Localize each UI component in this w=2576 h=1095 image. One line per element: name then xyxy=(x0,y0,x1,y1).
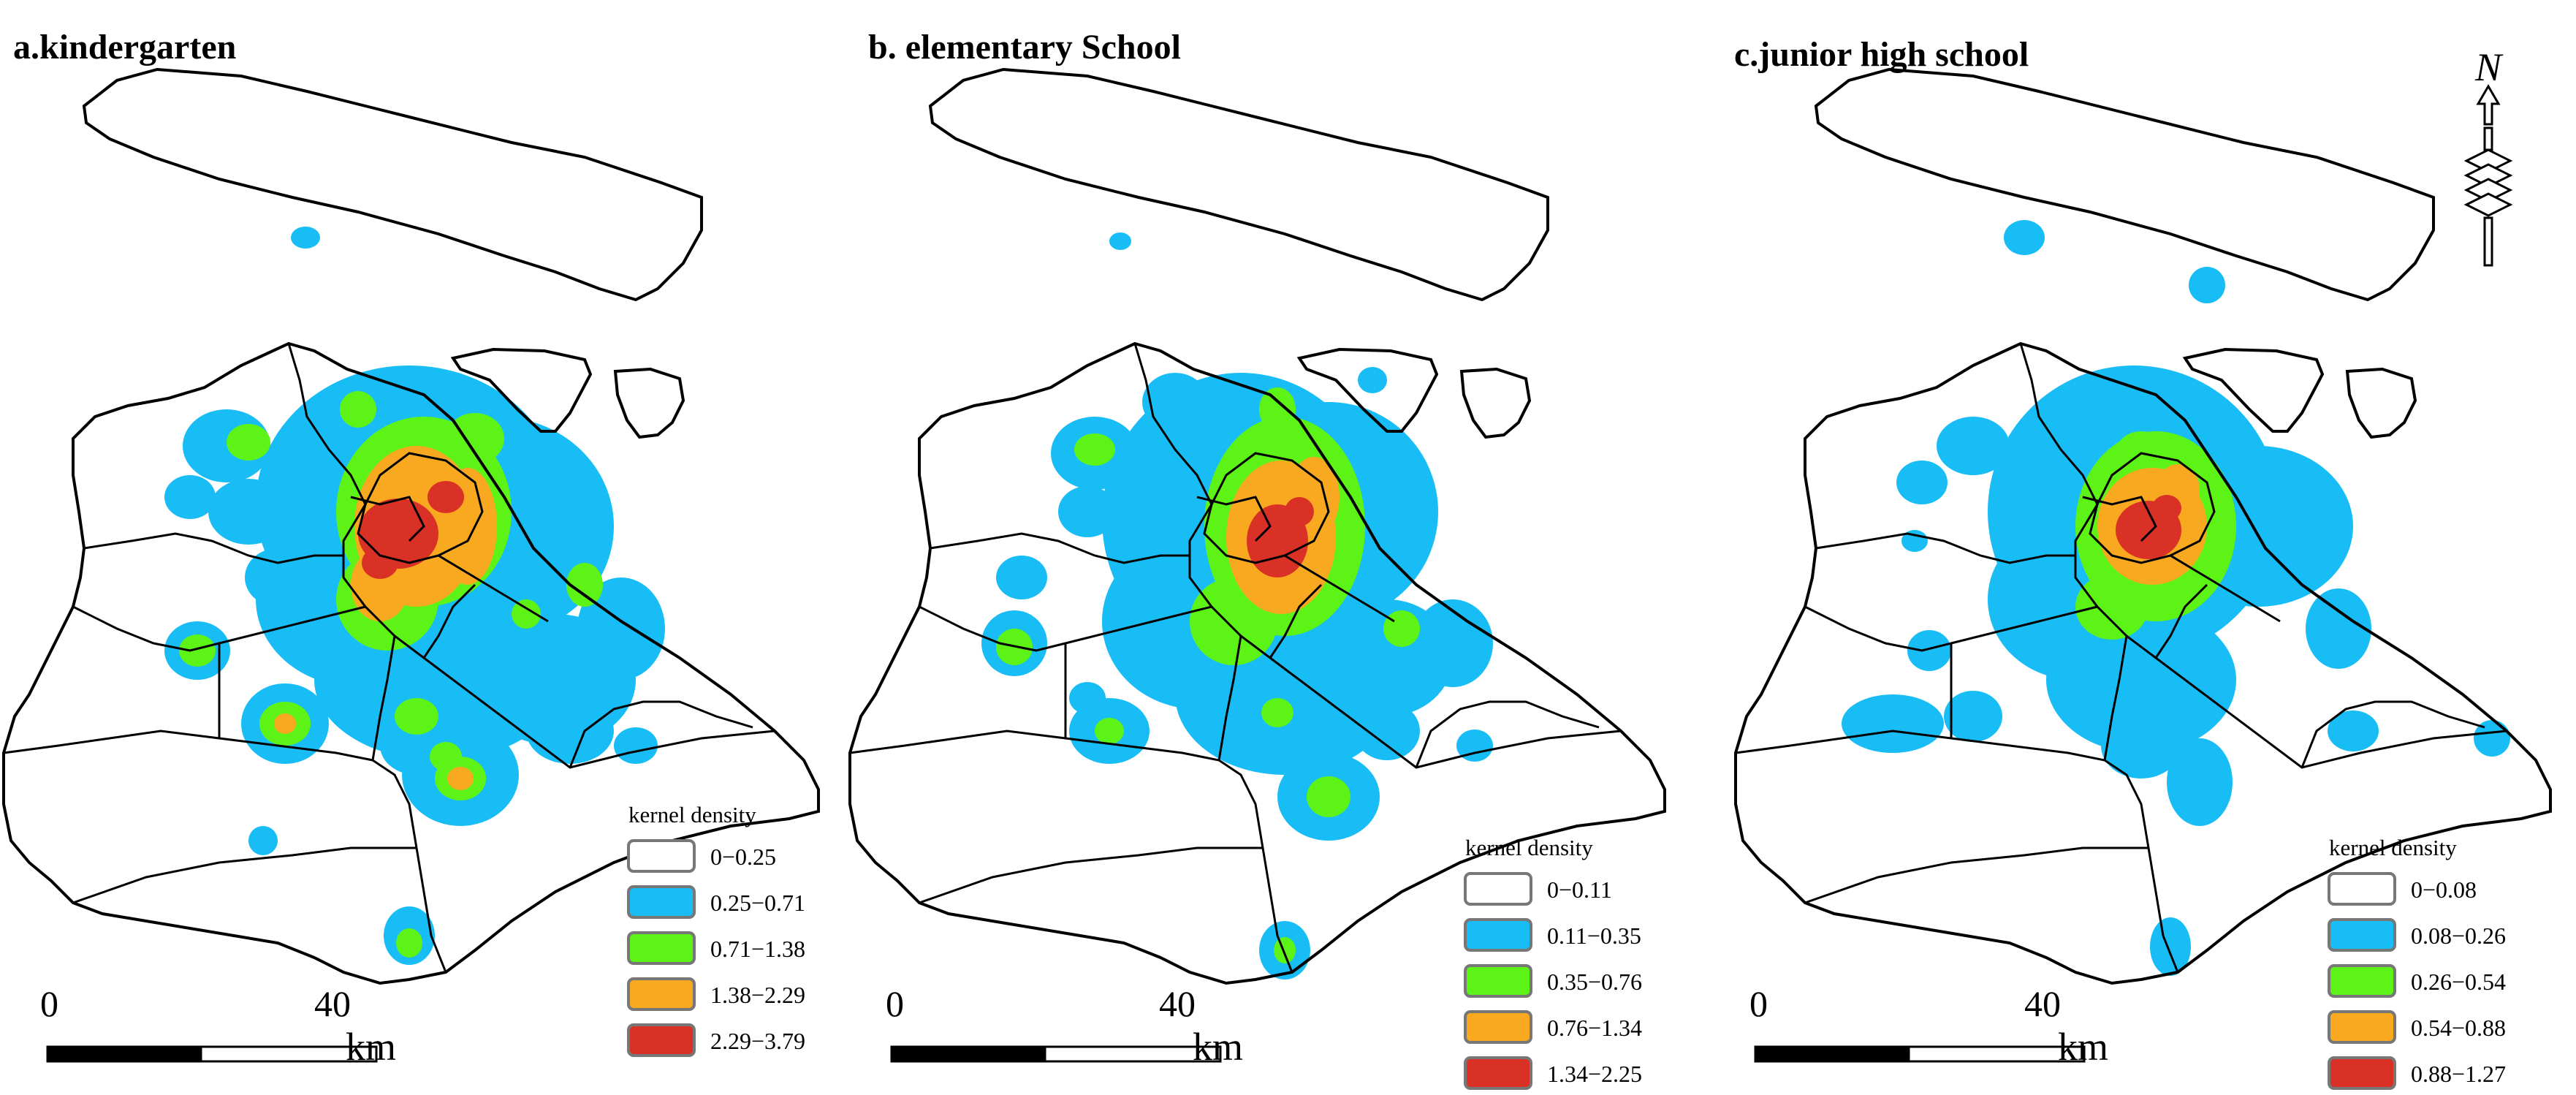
legend-swatch xyxy=(2328,964,2396,998)
density-layer xyxy=(164,227,665,965)
legend-label: 0.08−0.26 xyxy=(2411,922,2506,949)
legend-label: 0.76−1.34 xyxy=(1547,1015,1642,1041)
legend-swatch xyxy=(627,977,696,1011)
panel-title: a.kindergarten xyxy=(13,28,236,67)
density-layer xyxy=(981,232,1493,980)
legend-item: 2.29−3.79 xyxy=(627,1023,805,1057)
legend-label: 0.35−0.76 xyxy=(1547,969,1642,995)
legend-title: kernel density xyxy=(628,802,756,827)
scale-bar: 0 40 km xyxy=(1749,983,2108,1069)
legend-swatch xyxy=(1464,1056,1532,1090)
north-arrow: N xyxy=(2463,45,2513,267)
legend-label: 0.88−1.27 xyxy=(2411,1061,2506,1087)
legend-label: 0.71−1.38 xyxy=(710,936,805,962)
legend-label: 1.38−2.29 xyxy=(710,982,805,1008)
legend-label: 1.34−2.25 xyxy=(1547,1061,1642,1087)
legend-title: kernel density xyxy=(1465,835,1593,860)
scale-start-label: 0 xyxy=(1749,983,1768,1024)
legend-label: 0.54−0.88 xyxy=(2411,1015,2506,1041)
legend-item: 0−0.25 xyxy=(627,839,776,873)
legend-label: 2.29−3.79 xyxy=(710,1028,805,1054)
scale-segment-dark xyxy=(1754,1045,1910,1063)
panel-title: c.junior high school xyxy=(1734,35,2029,74)
scale-bar: 0 40 km xyxy=(40,983,396,1069)
legend-swatch xyxy=(627,931,696,965)
legend-label: 0.25−0.71 xyxy=(710,890,805,916)
scale-segment-dark xyxy=(46,1045,202,1063)
legend-swatch xyxy=(627,885,696,919)
legend-swatch xyxy=(2328,918,2396,952)
density-class-peak xyxy=(2116,495,2181,559)
legend-label: 0.11−0.35 xyxy=(1547,922,1641,949)
legend-swatch xyxy=(2328,1010,2396,1044)
legend-swatch xyxy=(2328,872,2396,906)
legend-item: 0−0.08 xyxy=(2328,872,2477,906)
scale-unit: km xyxy=(346,1025,396,1069)
legend-item: 0.88−1.27 xyxy=(2328,1056,2506,1090)
legend-swatch xyxy=(1464,918,1532,952)
legend-item: 0.11−0.35 xyxy=(1464,918,1641,952)
scale-segment-light xyxy=(200,1045,378,1063)
legend-item: 0.71−1.38 xyxy=(627,931,805,965)
legend-item: 1.38−2.29 xyxy=(627,977,805,1011)
legend-swatch xyxy=(627,839,696,873)
scale-segment-light xyxy=(1044,1045,1222,1063)
legend: kernel density 0−0.08 0.08−0.26 0.26−0.5… xyxy=(2328,835,2506,1090)
panel-title: b. elementary School xyxy=(868,28,1181,67)
north-arrow-icon xyxy=(2463,84,2513,267)
legend-title: kernel density xyxy=(2329,835,2457,860)
map-panel-a: a.kindergarten xyxy=(2,28,820,1069)
scale-segment-light xyxy=(1907,1045,2086,1063)
legend-label: 0−0.08 xyxy=(2411,876,2477,903)
legend: kernel density 0−0.11 0.11−0.35 0.35−0.7… xyxy=(1464,835,1642,1090)
scale-mid-label: 40 xyxy=(314,983,351,1024)
legend-item: 0.54−0.88 xyxy=(2328,1010,2506,1044)
map-panel-c: c.junior high school xyxy=(1734,35,2552,1090)
north-arrow-label: N xyxy=(2474,45,2504,89)
legend-swatch xyxy=(2328,1056,2396,1090)
legend-item: 0.35−0.76 xyxy=(1464,964,1642,998)
scale-unit: km xyxy=(2058,1025,2108,1069)
legend: kernel density 0−0.25 0.25−0.71 0.71−1.3… xyxy=(627,802,805,1057)
legend-swatch xyxy=(1464,1010,1532,1044)
scale-start-label: 0 xyxy=(40,983,58,1024)
scale-unit: km xyxy=(1193,1025,1243,1069)
legend-swatch xyxy=(627,1023,696,1057)
legend-item: 0.25−0.71 xyxy=(627,885,805,919)
scale-bar: 0 40 km xyxy=(886,983,1243,1069)
scale-segment-dark xyxy=(890,1045,1046,1063)
legend-item: 0.08−0.26 xyxy=(2328,918,2506,952)
legend-item: 0.26−0.54 xyxy=(2328,964,2506,998)
density-layer xyxy=(1842,220,2510,976)
legend-item: 0−0.11 xyxy=(1464,872,1612,906)
scale-start-label: 0 xyxy=(886,983,904,1024)
map-panel-b: b. elementary School xyxy=(848,28,1666,1090)
legend-label: 0−0.11 xyxy=(1547,876,1612,903)
scale-mid-label: 40 xyxy=(1159,983,1196,1024)
legend-item: 1.34−2.25 xyxy=(1464,1056,1642,1090)
legend-swatch xyxy=(1464,964,1532,998)
legend-label: 0−0.25 xyxy=(710,844,776,870)
scale-mid-label: 40 xyxy=(2024,983,2061,1024)
legend-label: 0.26−0.54 xyxy=(2411,969,2506,995)
legend-swatch xyxy=(1464,872,1532,906)
legend-item: 0.76−1.34 xyxy=(1464,1010,1642,1044)
